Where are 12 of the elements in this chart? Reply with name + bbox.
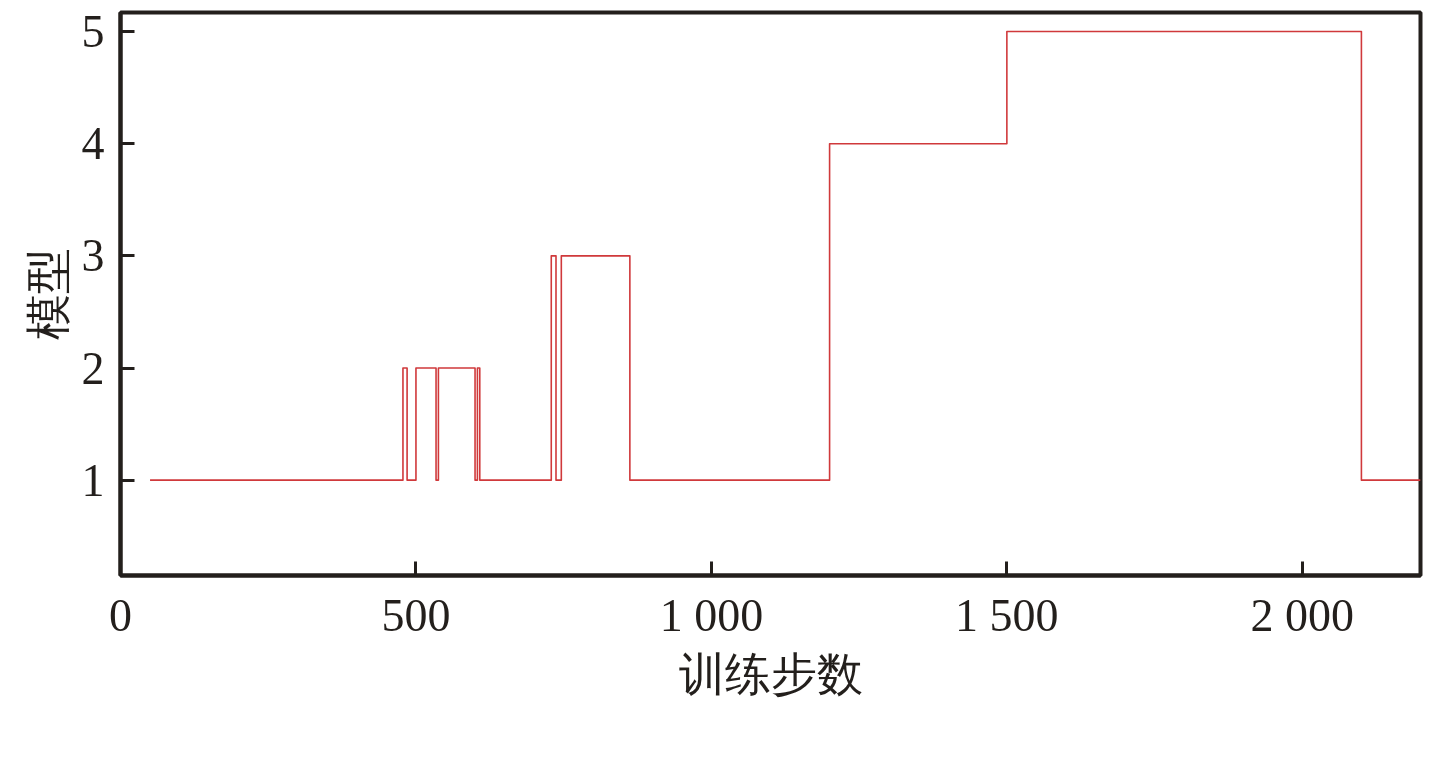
x-axis-title: 训练步数 (678, 648, 863, 700)
y-axis-title: 模型 (22, 248, 74, 340)
x-tick-label: 1 500 (955, 589, 1059, 641)
y-tick-label: 4 (81, 118, 105, 170)
x-tick-label: 1 000 (659, 589, 764, 641)
x-tick-label: 2 000 (1250, 589, 1355, 641)
x-tick-label: 0 (109, 589, 132, 641)
y-tick-label: 2 (81, 342, 105, 394)
y-tick-label: 3 (81, 230, 105, 282)
x-tick-label: 500 (381, 589, 451, 641)
y-tick-label: 1 (81, 454, 105, 506)
y-tick-label: 5 (81, 6, 105, 58)
